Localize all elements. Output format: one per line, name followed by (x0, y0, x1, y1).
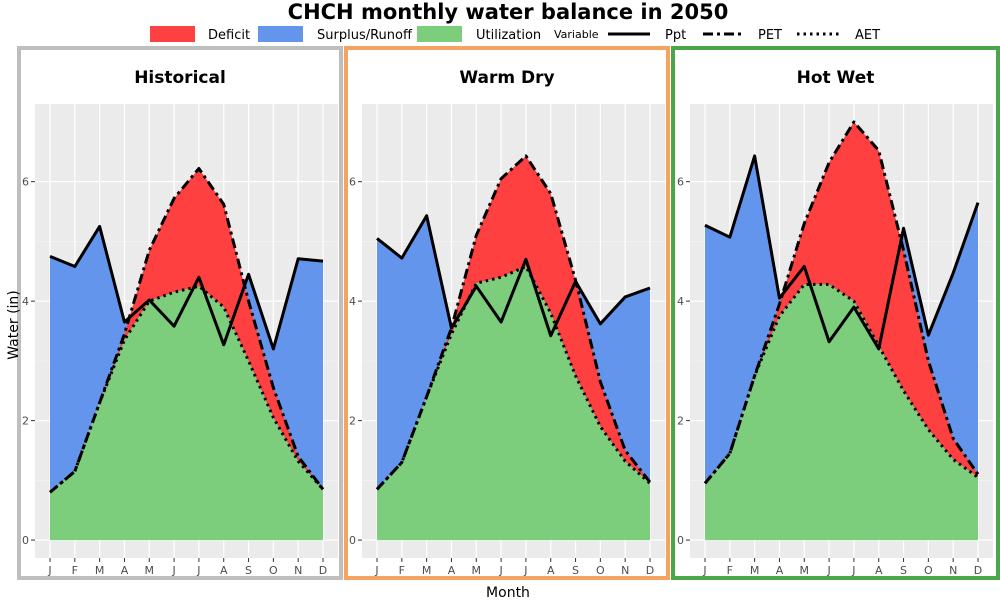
panel-border (344, 46, 670, 580)
x-tick-label: O (924, 564, 933, 577)
x-tick-label: M (422, 564, 432, 577)
x-tick-label: D (646, 564, 654, 577)
x-tick-label: N (949, 564, 957, 577)
panels: 0 2 4 6 J F M A M J J A S O N D Historical 0 2 4 6 J F M A M J J A S O… (17, 46, 1000, 580)
x-tick-label: M (95, 564, 105, 577)
deficit-area (50, 168, 323, 493)
x-tick-label: J (47, 564, 51, 577)
deficit-area (377, 155, 650, 490)
y-tick-label: 2 (677, 415, 684, 428)
utilization-area (705, 284, 978, 541)
x-tick-label: J (523, 564, 527, 577)
legend: Deficit Surplus/Runoff Utilization Variable… (150, 26, 880, 43)
y-tick-label: 4 (677, 295, 684, 308)
x-tick-label: A (121, 564, 129, 577)
x-tick-label: M (472, 564, 482, 577)
legend-label-surplus-runoff: Surplus/Runoff (317, 28, 413, 43)
y-tick-label: 6 (677, 176, 684, 189)
legend-swatch-deficit (150, 26, 195, 42)
x-tick-label: D (319, 564, 327, 577)
y-axis-label: Water (in) (6, 290, 22, 360)
pet-line (703, 120, 980, 485)
x-tick-label: S (245, 564, 252, 577)
x-tick-label: A (776, 564, 784, 577)
y-tick-label: 4 (349, 295, 356, 308)
legend-swatch-utilization (417, 26, 462, 42)
y-tick-label: 2 (22, 415, 29, 428)
y-tick-label: 2 (349, 415, 356, 428)
pet-line (49, 167, 325, 494)
surplus-area (377, 215, 650, 490)
x-tick-label: M (800, 564, 810, 577)
ppt-line (704, 154, 980, 351)
y-tick-label: 0 (349, 534, 356, 547)
deficit-area (705, 121, 978, 484)
x-tick-label: A (875, 564, 883, 577)
panel-title: Hot Wet (797, 68, 875, 88)
x-tick-label: J (826, 564, 830, 577)
utilization-area (377, 266, 650, 541)
panel-border (671, 46, 1000, 580)
y-tick-label: 6 (22, 176, 29, 189)
x-tick-label: A (448, 564, 456, 577)
y-tick-label: 0 (677, 534, 684, 547)
panel-title: Historical (134, 68, 226, 88)
legend-label-ppt: Ppt (665, 28, 686, 43)
panel-historical: 0 2 4 6 J F M A M J J A S O N D Historical (17, 46, 343, 580)
x-tick-label: J (196, 564, 200, 577)
surplus-area (50, 226, 323, 493)
x-tick-label: A (220, 564, 228, 577)
ppt-line (49, 224, 324, 351)
panel-border (17, 46, 343, 580)
x-tick-label: O (596, 564, 605, 577)
x-tick-label: F (727, 564, 733, 577)
x-tick-label: S (572, 564, 579, 577)
legend-label-deficit: Deficit (208, 28, 250, 43)
legend-variable-title: Variable (554, 28, 599, 41)
legend-label-pet: PET (758, 28, 782, 43)
y-tick-label: 0 (22, 534, 29, 547)
x-tick-label: J (374, 564, 378, 577)
x-axis-label: Month (486, 585, 530, 600)
x-tick-label: D (974, 564, 982, 577)
panel-title: Warm Dry (459, 68, 554, 88)
legend-label-aet: AET (855, 28, 880, 43)
chart-title: CHCH monthly water balance in 2050 (288, 0, 729, 24)
x-tick-label: F (72, 564, 78, 577)
pet-line (375, 154, 652, 491)
x-tick-label: J (498, 564, 502, 577)
x-tick-label: N (621, 564, 629, 577)
legend-label-utilization: Utilization (476, 28, 541, 43)
legend-swatch-surplus-runoff (258, 26, 303, 42)
panel-warm-dry: 0 2 4 6 J F M A M J J A S O N D Warm Dry (344, 46, 670, 580)
x-tick-label: N (294, 564, 302, 577)
x-tick-label: O (269, 564, 278, 577)
panel-hot-wet: 0 2 4 6 J F M A M J J A S O N D Hot Wet (671, 46, 1000, 580)
x-tick-label: J (702, 564, 706, 577)
x-tick-label: J (171, 564, 175, 577)
x-tick-label: M (145, 564, 155, 577)
x-tick-label: F (399, 564, 405, 577)
y-tick-label: 6 (349, 176, 356, 189)
y-tick-label: 4 (22, 295, 29, 308)
x-tick-label: S (900, 564, 907, 577)
x-tick-label: M (750, 564, 760, 577)
ppt-line (376, 214, 651, 338)
x-tick-label: J (851, 564, 855, 577)
utilization-area (50, 286, 323, 541)
x-tick-label: A (547, 564, 555, 577)
